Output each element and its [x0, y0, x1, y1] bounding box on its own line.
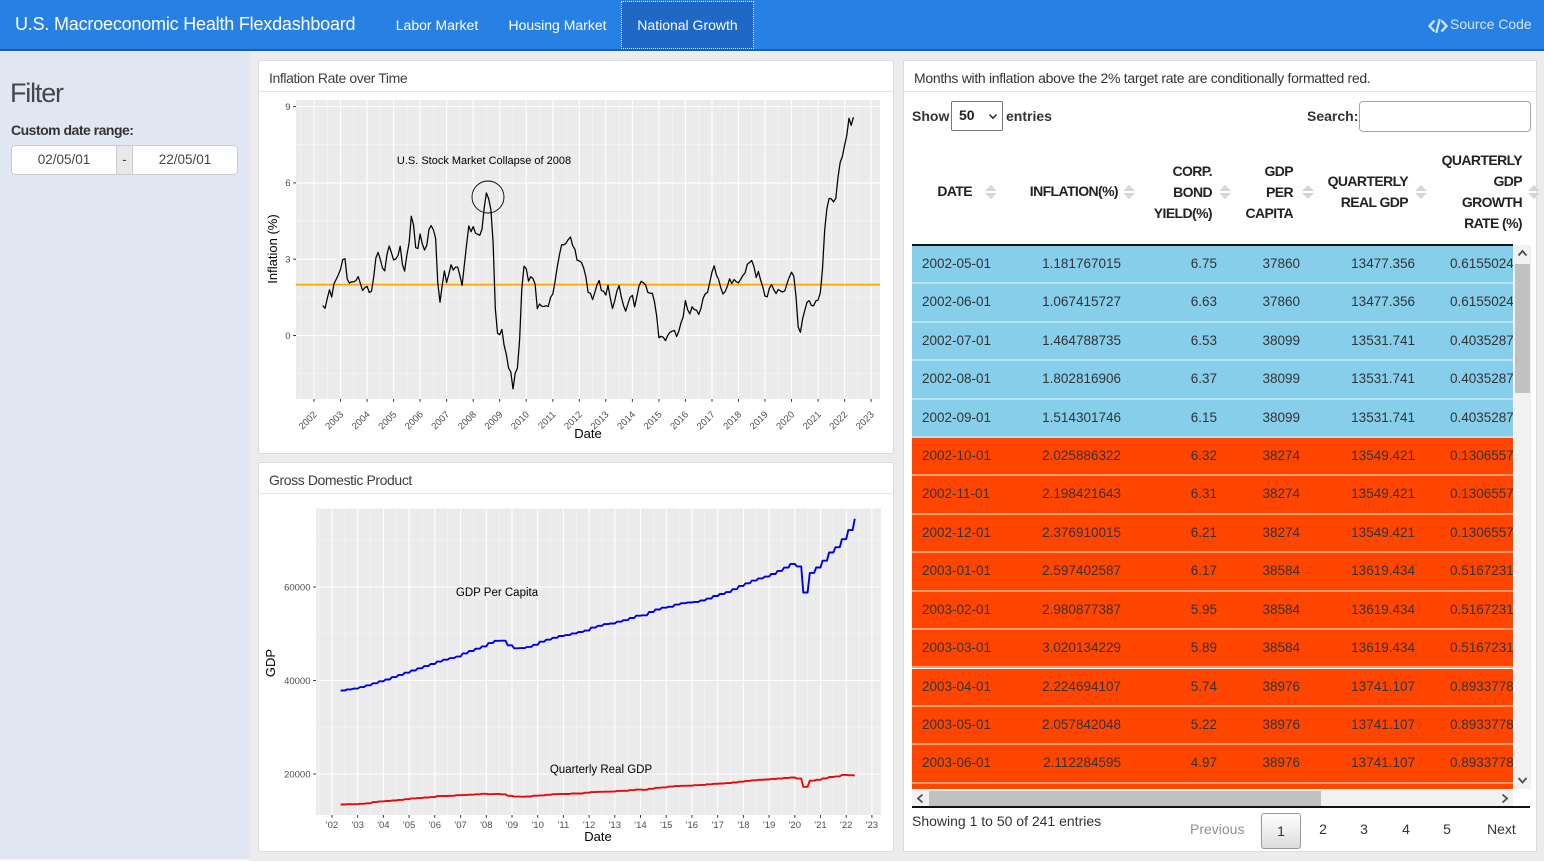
svg-text:2014: 2014	[615, 409, 638, 432]
svg-text:'17: '17	[712, 820, 724, 831]
svg-text:2016: 2016	[668, 409, 691, 432]
svg-text:20000: 20000	[284, 769, 310, 780]
svg-text:2023: 2023	[854, 409, 877, 432]
svg-text:2009: 2009	[483, 409, 506, 432]
svg-text:2002: 2002	[297, 409, 320, 432]
svg-text:2017: 2017	[695, 409, 718, 432]
svg-text:'10: '10	[532, 820, 544, 831]
svg-text:2008: 2008	[456, 409, 479, 432]
svg-text:'07: '07	[454, 820, 466, 831]
svg-text:Date: Date	[574, 426, 601, 441]
svg-text:GDP Per Capita: GDP Per Capita	[456, 587, 539, 599]
svg-text:Inflation (%): Inflation (%)	[265, 214, 280, 283]
svg-text:2006: 2006	[403, 409, 426, 432]
svg-text:2019: 2019	[748, 409, 771, 432]
svg-text:'15: '15	[660, 820, 672, 831]
svg-text:2022: 2022	[827, 409, 850, 432]
svg-text:'12: '12	[583, 820, 595, 831]
svg-text:'05: '05	[403, 820, 415, 831]
svg-text:'03: '03	[352, 820, 364, 831]
svg-text:2015: 2015	[642, 409, 665, 432]
svg-text:6: 6	[285, 178, 290, 189]
svg-text:U.S. Stock Market Collapse of: U.S. Stock Market Collapse of 2008	[397, 155, 571, 167]
svg-text:'02: '02	[326, 820, 338, 831]
svg-text:'09: '09	[506, 820, 518, 831]
svg-text:'21: '21	[814, 820, 826, 831]
svg-text:3: 3	[285, 255, 290, 266]
svg-text:2005: 2005	[376, 409, 399, 432]
svg-text:2010: 2010	[509, 409, 532, 432]
svg-text:2011: 2011	[536, 409, 558, 431]
svg-text:'18: '18	[737, 820, 749, 831]
svg-text:'20: '20	[789, 820, 801, 831]
svg-text:Quarterly Real GDP: Quarterly Real GDP	[550, 764, 653, 776]
svg-text:'19: '19	[763, 820, 775, 831]
svg-text:GDP: GDP	[263, 649, 278, 677]
svg-text:9: 9	[285, 102, 290, 113]
svg-text:'22: '22	[840, 820, 852, 831]
svg-text:2007: 2007	[429, 409, 452, 432]
svg-text:2004: 2004	[350, 409, 373, 432]
svg-text:2018: 2018	[721, 409, 744, 432]
svg-text:'06: '06	[429, 820, 441, 831]
svg-text:2021: 2021	[801, 409, 824, 432]
svg-text:'13: '13	[609, 820, 621, 831]
svg-text:Date: Date	[584, 829, 611, 844]
svg-text:'04: '04	[377, 820, 389, 831]
svg-text:0: 0	[285, 331, 290, 342]
svg-text:2020: 2020	[774, 409, 797, 432]
svg-text:'08: '08	[480, 820, 492, 831]
svg-text:2003: 2003	[323, 409, 346, 432]
svg-text:'16: '16	[686, 820, 698, 831]
svg-text:60000: 60000	[284, 582, 310, 593]
svg-text:40000: 40000	[284, 676, 310, 687]
svg-text:'23: '23	[866, 820, 878, 831]
svg-text:'14: '14	[634, 820, 646, 831]
svg-text:'11: '11	[558, 820, 570, 831]
